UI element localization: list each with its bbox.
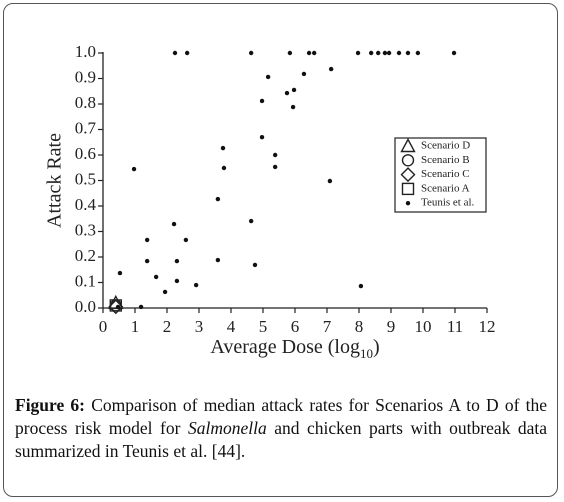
legend-label: Scenario A <box>421 182 470 194</box>
point <box>172 50 178 56</box>
legend-marker <box>400 138 416 153</box>
y-axis-title: Attack Rate <box>44 133 66 228</box>
point <box>215 196 221 202</box>
point <box>108 299 124 315</box>
legend-marker <box>405 201 411 206</box>
point <box>117 270 123 276</box>
point <box>328 66 334 72</box>
chart: 0.00.10.20.30.40.50.60.70.80.91.00 1 2 3 4 5 6… <box>44 42 496 361</box>
x-tick-label: 2 <box>163 317 172 336</box>
x-tick-label: 12 <box>479 317 496 336</box>
x-tick-label: 0 <box>99 317 108 336</box>
caption-text: and chicken parts with outbreak data sum… <box>15 418 548 461</box>
point <box>138 304 144 310</box>
point <box>306 50 312 56</box>
point <box>368 50 374 56</box>
point <box>193 282 199 288</box>
point <box>109 299 123 312</box>
point <box>259 98 265 104</box>
x-axis-title-part: 10 <box>360 346 373 361</box>
y-tick-label: 0.3 <box>75 220 96 239</box>
legend-label: Scenario B <box>421 154 470 166</box>
point <box>221 165 227 171</box>
point <box>265 74 271 80</box>
legend-label: Teunis et al. <box>421 197 475 209</box>
y-tick-label: 0.5 <box>75 169 96 188</box>
point <box>312 50 317 56</box>
point <box>131 166 137 172</box>
point <box>290 104 296 110</box>
y-tick-label: 1.0 <box>75 42 96 61</box>
point <box>355 50 361 56</box>
x-axis-title: Average Dose (log10) <box>210 336 379 361</box>
point <box>451 50 457 56</box>
y-tick-label: 0.8 <box>75 93 96 112</box>
point <box>171 221 177 227</box>
legend-box <box>394 137 487 213</box>
point <box>301 71 307 77</box>
point <box>220 145 226 151</box>
y-tick-label: 0.4 <box>75 195 97 214</box>
point <box>162 289 168 295</box>
point <box>376 50 381 56</box>
point <box>153 274 159 280</box>
point <box>382 50 388 56</box>
figure-frame <box>3 3 558 497</box>
y-tick-label: 0.7 <box>75 118 97 137</box>
x-axis-title-part: Average Dose (log <box>210 336 360 358</box>
point <box>108 294 124 310</box>
point <box>358 283 364 289</box>
point <box>144 258 150 264</box>
caption-italic: Salmonella <box>187 418 267 438</box>
y-tick-label: 0.6 <box>75 144 96 163</box>
caption-label: Figure 6: <box>15 395 86 415</box>
point <box>284 90 290 96</box>
y-tick-label: 0.9 <box>75 67 96 86</box>
x-axis-title-part: ) <box>373 336 380 358</box>
x-tick-label: 5 <box>259 317 268 336</box>
caption-text: Comparison of median attack rates for Sc… <box>15 395 547 438</box>
legend-label: Scenario C <box>421 168 470 180</box>
x-tick-label: 10 <box>415 317 432 336</box>
point <box>252 262 258 268</box>
point <box>115 304 121 310</box>
point <box>291 87 297 93</box>
x-tick-label: 6 <box>291 317 300 336</box>
point <box>396 50 402 56</box>
caption: Figure 6: Comparison of median attack ra… <box>15 394 547 463</box>
x-tick-label: 7 <box>323 317 332 336</box>
point <box>272 164 278 170</box>
x-tick-label: 4 <box>227 317 236 336</box>
point <box>405 50 411 56</box>
point <box>174 258 180 264</box>
x-tick-label: 9 <box>387 317 396 336</box>
point <box>183 237 189 243</box>
x-tick-label: 8 <box>355 317 364 336</box>
point <box>248 50 254 56</box>
point <box>287 50 293 56</box>
point <box>272 152 278 158</box>
point <box>327 178 333 184</box>
point <box>415 50 421 56</box>
point <box>184 50 190 56</box>
legend-marker <box>401 182 415 196</box>
legend-marker <box>400 167 416 183</box>
x-tick-label: 3 <box>195 317 204 336</box>
point <box>248 218 254 224</box>
point <box>259 134 265 140</box>
y-tick-label: 0.0 <box>75 297 96 316</box>
legend-marker <box>401 154 415 167</box>
point <box>386 50 392 56</box>
y-tick-label: 0.1 <box>75 271 96 290</box>
point <box>215 257 221 263</box>
x-tick-label: 11 <box>447 317 463 336</box>
y-tick-label: 0.2 <box>75 246 96 265</box>
x-tick-label: 1 <box>131 317 140 336</box>
point <box>144 237 150 243</box>
point <box>174 278 180 284</box>
legend-label: Scenario D <box>421 140 470 152</box>
